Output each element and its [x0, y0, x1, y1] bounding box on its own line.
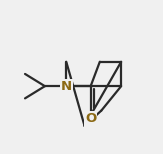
Text: O: O [85, 112, 96, 126]
Text: N: N [61, 80, 72, 93]
